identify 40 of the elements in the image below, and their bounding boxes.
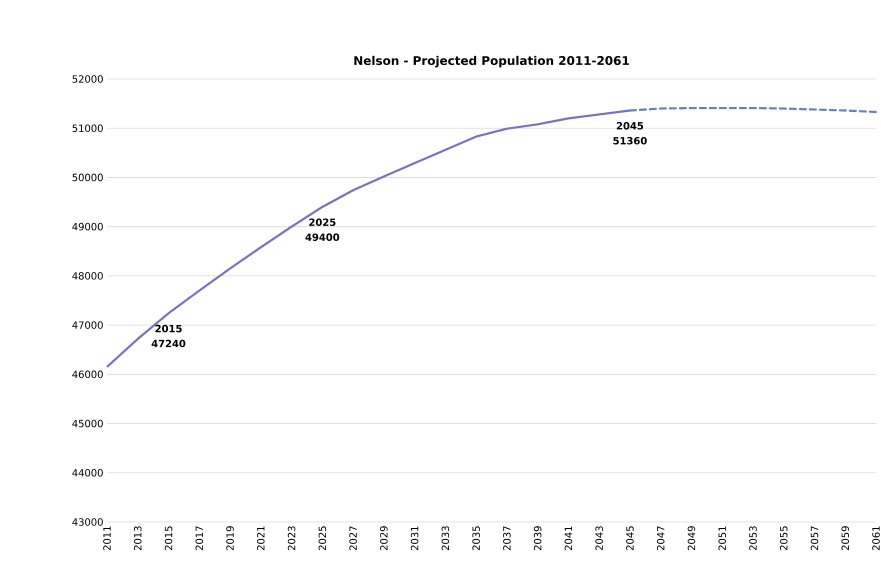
- x-tick-label: 2041: [564, 526, 572, 550]
- x-tick-label: 2047: [656, 526, 664, 550]
- x-tick-label: 2031: [410, 526, 418, 550]
- y-tick-label: 49000: [72, 222, 103, 230]
- x-tick-label: 2011: [103, 526, 111, 550]
- y-tick-label: 46000: [72, 370, 103, 378]
- y-tick-label: 50000: [72, 174, 103, 182]
- chart-title: Nelson - Projected Population 2011-2061: [354, 56, 629, 68]
- x-tick-label: 2021: [257, 526, 265, 550]
- x-tick-label: 2043: [595, 526, 603, 550]
- x-tick-label: 2039: [534, 526, 542, 550]
- x-tick-label: 2029: [380, 526, 388, 550]
- x-tick-label: 2053: [749, 526, 757, 550]
- x-tick-label: 2013: [134, 526, 142, 550]
- y-tick-label: 45000: [72, 420, 103, 428]
- x-tick-label: 2019: [226, 526, 234, 550]
- annotation: 2025 49400: [305, 218, 340, 241]
- y-tick-label: 44000: [72, 469, 103, 477]
- y-tick-label: 48000: [72, 272, 103, 280]
- y-tick-label: 43000: [72, 518, 103, 526]
- x-tick-label: 2051: [718, 526, 726, 550]
- x-tick-label: 2057: [810, 526, 818, 550]
- y-tick-label: 52000: [72, 75, 103, 83]
- x-tick-label: 2061: [872, 526, 880, 550]
- y-tick-label: 51000: [72, 124, 103, 132]
- y-tick-label: 47000: [72, 321, 103, 329]
- x-tick-label: 2059: [841, 526, 850, 550]
- x-tick-label: 2025: [318, 526, 326, 550]
- x-tick-label: 2055: [780, 526, 788, 550]
- x-tick-label: 2033: [442, 526, 450, 550]
- x-tick-label: 2027: [349, 526, 357, 550]
- annotation: 2045 51360: [613, 122, 647, 144]
- x-tick-label: 2015: [164, 526, 172, 550]
- x-tick-label: 2037: [503, 526, 511, 550]
- x-tick-label: 2045: [626, 526, 634, 550]
- x-tick-label: 2017: [196, 526, 204, 550]
- x-tick-label: 2049: [688, 526, 696, 550]
- x-tick-label: 2023: [288, 526, 296, 550]
- annotation: 2015 47240: [152, 324, 186, 348]
- x-tick-label: 2035: [472, 526, 480, 550]
